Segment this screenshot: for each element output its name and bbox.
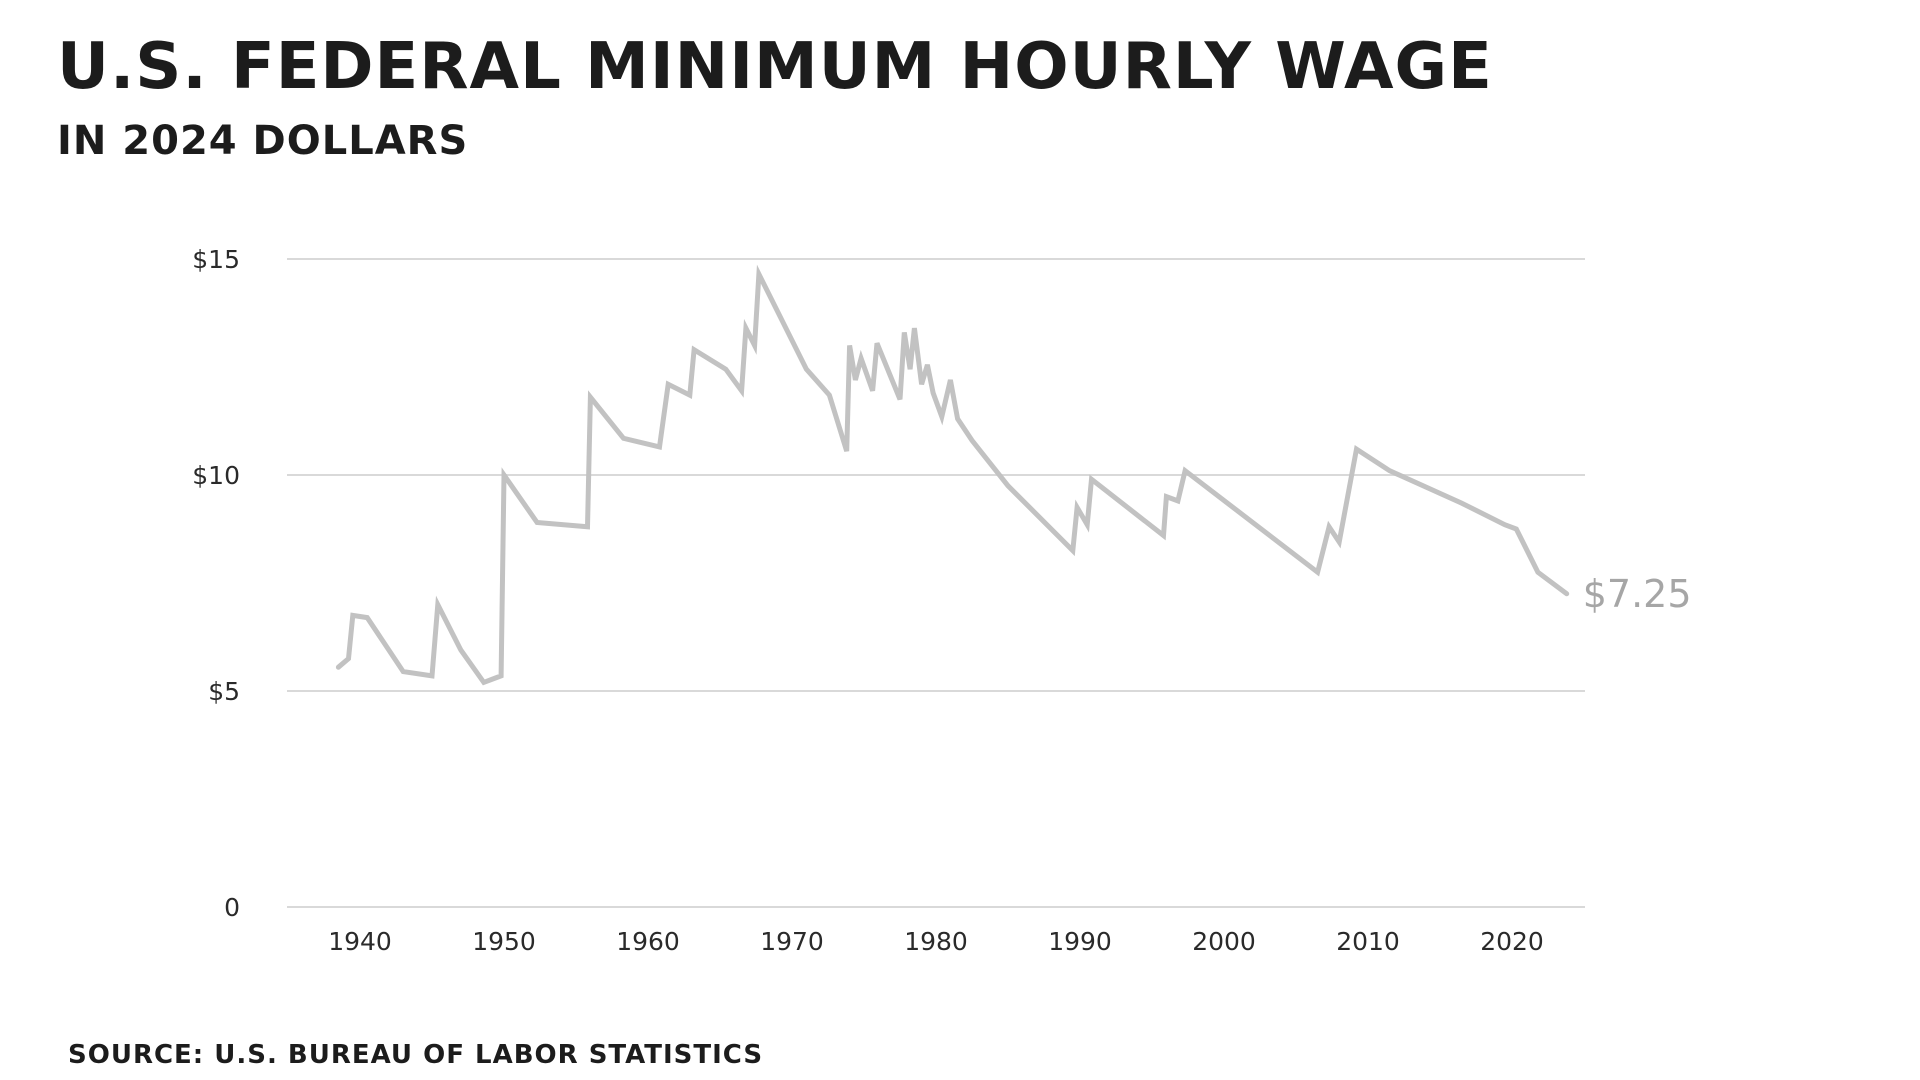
x-tick-label: 2010 (1336, 927, 1400, 956)
x-tick-label: 1960 (616, 927, 680, 956)
y-tick-label: $10 (192, 461, 240, 490)
y-tick-label: $5 (208, 677, 240, 706)
y-axis-ticks: 0 $5 $10 $15 (192, 245, 240, 922)
x-tick-label: 1970 (760, 927, 824, 956)
x-tick-label: 1940 (328, 927, 392, 956)
chart-title: U.S. FEDERAL MINIMUM HOURLY WAGE (57, 30, 1493, 104)
end-value-label: $7.25 (1583, 572, 1692, 616)
x-tick-label: 1990 (1048, 927, 1112, 956)
x-tick-label: 1980 (904, 927, 968, 956)
x-tick-label: 2000 (1192, 927, 1256, 956)
grid-lines (287, 258, 1585, 908)
source-note: SOURCE: U.S. BUREAU OF LABOR STATISTICS (68, 1040, 764, 1070)
x-tick-label: 1950 (472, 927, 536, 956)
series-line-minimum-wage (335, 264, 1570, 686)
x-axis-ticks: 1940 1950 1960 1970 1980 1990 2000 2010 2020 (328, 927, 1544, 956)
chart-subtitle: IN 2024 DOLLARS (57, 118, 469, 164)
x-tick-label: 2020 (1480, 927, 1544, 956)
y-tick-label: $15 (192, 245, 240, 274)
y-tick-label: 0 (224, 893, 240, 922)
